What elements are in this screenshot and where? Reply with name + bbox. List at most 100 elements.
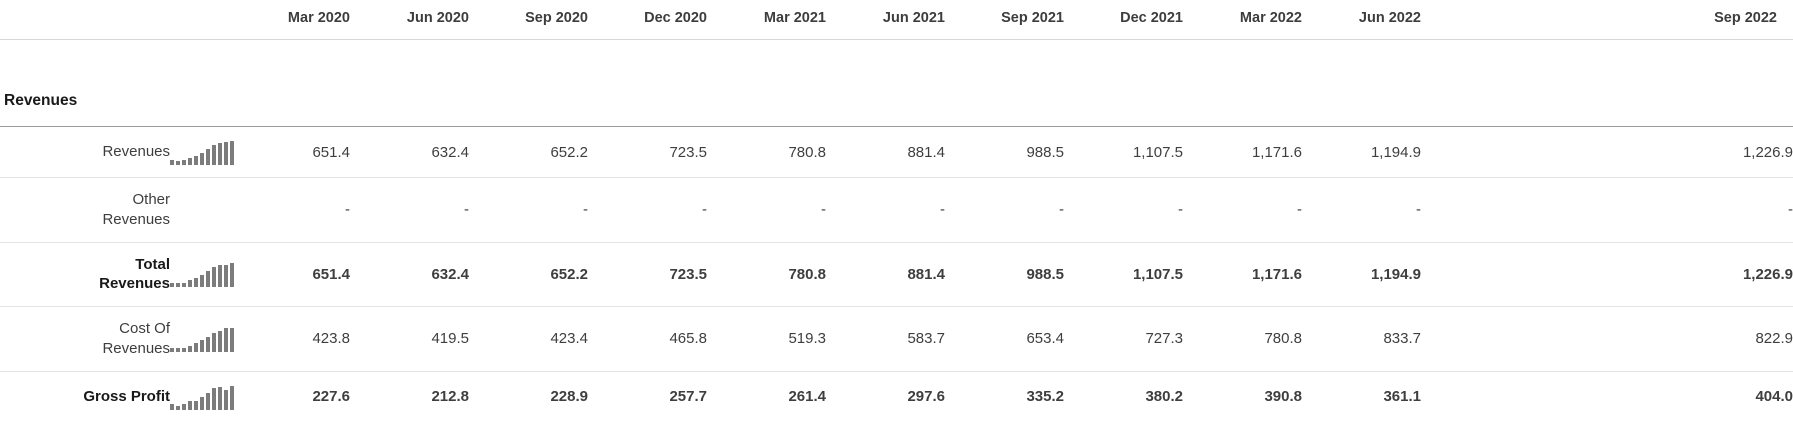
row-label-cell[interactable]: Cost Of Revenues — [0, 306, 170, 372]
sparkline-bar — [176, 283, 180, 288]
value-cell: 212.8 — [431, 388, 469, 406]
sparkline-bar — [230, 328, 234, 352]
sparkline-bar — [206, 149, 210, 165]
sparkline-bar — [182, 282, 186, 288]
sparkline-bar — [212, 333, 216, 352]
value-cell: 423.4 — [469, 306, 588, 372]
value-cell: 780.8 — [707, 126, 826, 178]
value-cell: 780.8 — [1183, 306, 1302, 372]
sparkline-bar — [176, 161, 180, 165]
value-cell: 653.4 — [945, 306, 1064, 372]
column-header-period: Mar 2021 — [707, 0, 826, 40]
value-cell: 423.8 — [250, 306, 350, 372]
value-cell: 465.8 — [588, 306, 707, 372]
table-row: Other Revenues ----------- — [0, 177, 1793, 243]
sparkline-bar — [218, 142, 222, 165]
sparkline-bar — [200, 275, 204, 288]
value-cell: 988.5 — [945, 126, 1064, 178]
value-cell: 361.1 — [1383, 388, 1421, 406]
header-spacer — [0, 0, 250, 40]
row-sparkline-chart[interactable] — [170, 139, 234, 165]
sparkline-bar — [182, 160, 186, 165]
value-cell: 583.7 — [826, 306, 945, 372]
value-cell: 1,107.5 — [1064, 242, 1183, 308]
sparkline-bar — [170, 347, 174, 352]
column-header-period: Dec 2021 — [1064, 0, 1183, 40]
value-cell: - — [250, 177, 350, 243]
sparkline-bar — [230, 385, 234, 410]
row-label-cell[interactable]: Gross Profit — [0, 371, 170, 422]
sparkline-bar — [230, 263, 234, 288]
sparkline-bar — [176, 405, 180, 410]
value-cell: 723.5 — [588, 242, 707, 308]
row-label[interactable]: Cost Of Revenues — [102, 320, 170, 357]
row-label-cell[interactable]: Other Revenues — [0, 177, 170, 243]
sparkline-bar — [206, 392, 210, 410]
sparkline-bar — [188, 157, 192, 165]
value-cell: 380.2 — [1145, 388, 1183, 406]
sparkline-cell — [170, 177, 250, 243]
value-cell: 651.4 — [250, 126, 350, 178]
row-label-cell[interactable]: Revenues — [0, 126, 170, 178]
row-label-cell[interactable]: Total Revenues — [0, 242, 170, 308]
table-row: Revenues 651.4 632.4 652.2 723.5 780.8 881.4 9… — [0, 126, 1793, 178]
sparkline-bar — [218, 387, 222, 410]
value-cell: 652.2 — [469, 126, 588, 178]
value-cell: 881.4 — [826, 242, 945, 308]
sparkline-bar — [182, 404, 186, 410]
value-cell: - — [1183, 177, 1302, 243]
row-label[interactable]: Revenues — [102, 143, 170, 161]
row-sparkline-chart[interactable] — [170, 261, 234, 288]
sparkline-bar — [194, 400, 198, 410]
value-cell: 1,226.9 — [1421, 242, 1793, 308]
row-sparkline-chart[interactable] — [170, 384, 234, 410]
sparkline-bar — [224, 390, 228, 410]
row-label[interactable]: Total Revenues — [99, 255, 170, 293]
value-cell: - — [350, 177, 469, 243]
row-label[interactable]: Gross Profit — [83, 387, 170, 405]
sparkline-bar — [230, 141, 234, 165]
value-cell: 833.7 — [1302, 306, 1421, 372]
value-cell: 228.9 — [550, 388, 588, 406]
value-cell: 723.5 — [588, 126, 707, 178]
value-cell: 632.4 — [350, 242, 469, 308]
sparkline-bar — [188, 345, 192, 352]
value-cell: 404.0 — [1755, 388, 1793, 406]
sparkline-bar — [182, 347, 186, 352]
period-header-row: Mar 2020 Jun 2020 Sep 2020 Dec 2020 Mar 2021… — [0, 0, 1793, 40]
sparkline-bar — [176, 347, 180, 352]
column-header-period: Sep 2022 — [1421, 0, 1793, 40]
sparkline-bar — [170, 282, 174, 288]
table-body: Revenues Revenues 651.4 632.4 652.2 723.5 78… — [0, 39, 1793, 422]
value-cell: 780.8 — [707, 242, 826, 308]
row-label[interactable]: Other Revenues — [102, 191, 170, 228]
sparkline-bar — [170, 160, 174, 165]
value-cell: 1,194.9 — [1302, 126, 1421, 178]
column-header-period: Dec 2020 — [588, 0, 707, 40]
value-cell: - — [826, 177, 945, 243]
value-cell: 881.4 — [826, 126, 945, 178]
sparkline-cell — [170, 306, 250, 372]
sparkline-bar — [212, 388, 216, 410]
sparkline-bar — [206, 271, 210, 288]
value-cell: 632.4 — [350, 126, 469, 178]
value-cell: 261.4 — [788, 388, 826, 406]
sparkline-bar — [200, 340, 204, 352]
value-cell: - — [469, 177, 588, 243]
section-title: Revenues — [0, 39, 1793, 127]
column-header-period: Mar 2022 — [1183, 0, 1302, 40]
sparkline-bar — [188, 401, 192, 410]
value-cell: 1,194.9 — [1302, 242, 1421, 308]
value-cell: - — [1064, 177, 1183, 243]
sparkline-bar — [194, 156, 198, 165]
value-cell: 297.6 — [907, 388, 945, 406]
sparkline-bar — [194, 343, 198, 352]
sparkline-bar — [212, 267, 216, 288]
row-sparkline-chart[interactable] — [170, 326, 234, 352]
value-cell: 727.3 — [1064, 306, 1183, 372]
value-cell: 988.5 — [945, 242, 1064, 308]
sparkline-bar — [188, 280, 192, 288]
column-header-period: Jun 2022 — [1302, 0, 1421, 40]
table-row: Cost Of Revenues 423.8 419.5 423.4 465.8 519… — [0, 306, 1793, 372]
